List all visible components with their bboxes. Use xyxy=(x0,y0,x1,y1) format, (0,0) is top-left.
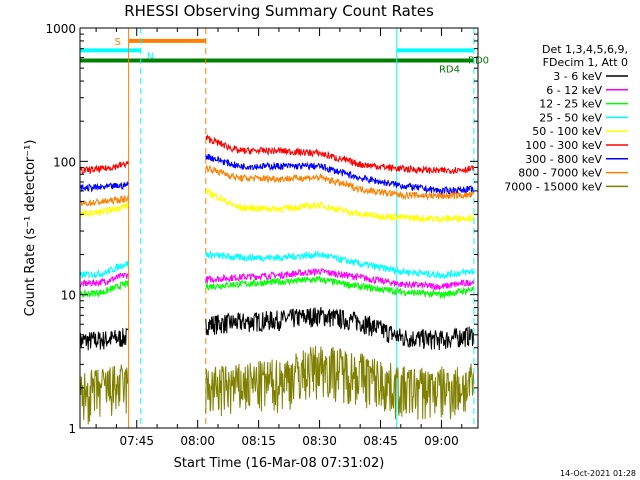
y-tick-label: 1000 xyxy=(45,22,76,36)
series-100-300-kev-line xyxy=(79,161,129,175)
legend-label-100-300-kev: 100 - 300 keV xyxy=(525,139,602,152)
generation-timestamp: 14-Oct-2021 01:28 xyxy=(560,469,636,478)
series-800-7000-kev-line xyxy=(205,164,474,201)
series-100-300-kev-line xyxy=(205,134,474,175)
legend-header-line-2: FDecim 1, Att 0 xyxy=(543,56,628,69)
instrument-flags: S N RD4 RD0 xyxy=(79,37,489,76)
x-axis: 07:45 08:00 08:15 08:30 08:45 09:00 xyxy=(95,28,463,448)
x-tick-label: 09:00 xyxy=(424,434,459,448)
series-12-25-kev-line xyxy=(205,275,474,300)
series-12-25-kev-line xyxy=(79,280,129,299)
chart-title: RHESSI Observing Summary Count Rates xyxy=(124,2,434,20)
series-7000-15000-kev-line xyxy=(205,345,474,420)
state-transition-lines xyxy=(128,28,475,428)
y-axis: 1 10 100 1000 xyxy=(45,22,478,436)
legend-label-800-7000-kev: 800 - 7000 keV xyxy=(518,167,602,180)
y-tick-label: 1 xyxy=(68,422,76,436)
flag-s-label: S xyxy=(115,37,121,48)
y-tick-label: 100 xyxy=(53,155,76,169)
x-tick-label: 08:30 xyxy=(302,434,337,448)
series-6-12-kev-line xyxy=(79,272,129,288)
flag-n-label: N xyxy=(147,51,154,62)
series-6-12-kev-line xyxy=(205,268,474,292)
count-rate-series xyxy=(79,134,474,425)
y-axis-label: Count Rate (s⁻¹ detector⁻¹) xyxy=(23,140,38,317)
legend: Det 1,3,4,5,6,9, FDecim 1, Att 0 3 - 6 k… xyxy=(504,43,628,193)
legend-label-7000-15000-kev: 7000 - 15000 keV xyxy=(504,180,602,193)
legend-label-25-50-kev: 25 - 50 keV xyxy=(539,111,602,124)
x-tick-label: 08:00 xyxy=(180,434,215,448)
x-tick-label: 08:15 xyxy=(241,434,276,448)
series-7000-15000-kev-line xyxy=(79,364,129,425)
series-25-50-kev-line xyxy=(205,249,474,280)
plot-frame xyxy=(79,27,479,429)
legend-label-6-12-kev: 6 - 12 keV xyxy=(546,84,602,97)
series-300-800-kev-line xyxy=(205,153,474,196)
x-tick-label: 08:45 xyxy=(363,434,398,448)
legend-label-3-6-kev: 3 - 6 keV xyxy=(553,70,602,83)
flag-rd4-label: RD4 xyxy=(439,65,460,76)
series-50-100-kev-line xyxy=(205,187,474,224)
series-300-800-kev-line xyxy=(79,181,129,193)
x-axis-label: Start Time (16-Mar-08 07:31:02) xyxy=(174,456,385,471)
series-25-50-kev-line xyxy=(79,261,129,280)
legend-header-line-1: Det 1,3,4,5,6,9, xyxy=(542,43,628,56)
legend-label-50-100-kev: 50 - 100 keV xyxy=(532,125,602,138)
series-800-7000-kev-line xyxy=(79,194,129,207)
series-3-6-kev-line xyxy=(205,306,474,351)
series-3-6-kev-line xyxy=(79,327,129,353)
y-tick-label: 10 xyxy=(61,289,76,303)
series-50-100-kev-line xyxy=(79,202,129,218)
flag-rd0-label: RD0 xyxy=(468,56,489,67)
legend-label-300-800-kev: 300 - 800 keV xyxy=(525,153,602,166)
legend-label-12-25-kev: 12 - 25 keV xyxy=(539,98,602,111)
x-tick-label: 07:45 xyxy=(119,434,154,448)
